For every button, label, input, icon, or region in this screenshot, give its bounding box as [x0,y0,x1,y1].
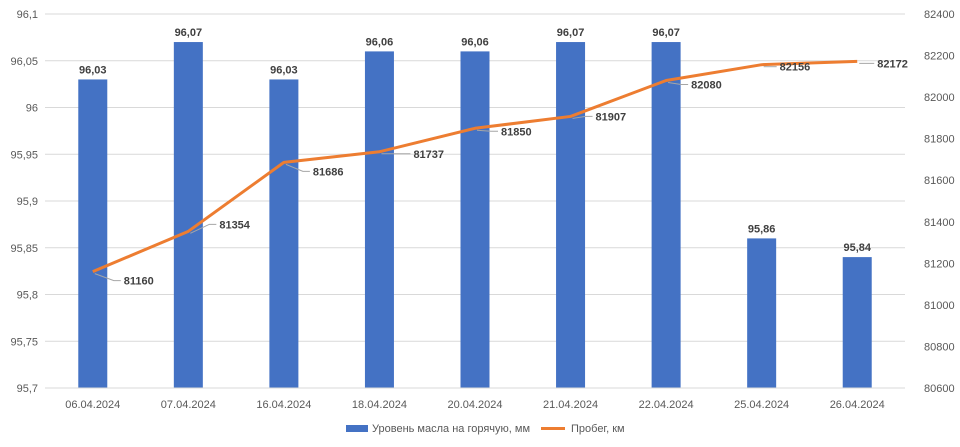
line-value-label: 81850 [501,126,532,138]
line-value-label: 82172 [877,58,908,70]
y-left-tick-label: 96,1 [17,9,38,21]
axes: 95,7 95,75 95,8 95,85 95,9 95,95 96 96,05 96,1 80… [10,9,954,411]
line-value-label: 81160 [124,276,154,288]
bar-value-label: 95,84 [843,242,871,254]
x-tick-label: 21.04.2024 [543,399,598,411]
line-value-label: 81686 [313,166,344,178]
line-value-label: 81737 [413,149,444,161]
bar-value-label: 96,03 [79,64,107,76]
bar [842,257,872,388]
line-path [92,59,858,274]
x-tick-label: 06.04.2024 [65,399,120,411]
y-right-tick-label: 81600 [924,175,955,187]
x-tick-label: 18.04.2024 [352,399,407,411]
leader-line [572,115,593,119]
bar [651,42,681,389]
legend: Уровень масла на горячую, мм Пробег, км [346,423,625,435]
legend-swatch-bar [346,425,368,432]
bar-value-label: 96,03 [270,64,298,76]
y-left-tick-label: 95,8 [17,290,38,302]
legend-label-bar: Уровень масла на горячую, мм [372,423,530,435]
y-right-tick-label: 80600 [924,383,955,395]
y-left-tick-label: 95,95 [10,149,38,161]
line-value-label: 81907 [596,111,627,123]
bar [269,79,299,388]
bar [556,42,586,389]
x-tick-label: 26.04.2024 [830,399,885,411]
y-right-tick-label: 82200 [924,51,955,63]
data-labels: 96,03 96,07 96,03 96,06 96,06 96,07 96,07 95,86… [79,27,908,288]
leader-lines [94,62,875,282]
y-left-tick-label: 96,05 [10,56,38,68]
leader-line [94,273,121,282]
y-right-tick-label: 82000 [924,92,955,104]
y-right-tick-label: 81400 [924,217,955,229]
y-left-tick-label: 96 [26,103,38,115]
bar [173,42,203,389]
line-series [92,59,858,274]
bar-value-label: 96,07 [175,27,203,39]
bar-value-label: 96,07 [557,27,585,39]
bar [747,238,777,388]
bar [78,79,108,388]
y-left-tick-label: 95,7 [17,383,38,395]
bar-value-label: 96,06 [366,36,394,48]
bar-value-label: 95,86 [748,223,776,235]
y-right-tick-label: 80800 [924,341,955,353]
y-right-tick-label: 81000 [924,300,955,312]
x-tick-label: 16.04.2024 [256,399,311,411]
y-left-tick-label: 95,9 [17,196,38,208]
x-tick-label: 22.04.2024 [639,399,694,411]
leader-line [190,223,217,234]
x-tick-label: 20.04.2024 [447,399,502,411]
x-tick-label: 07.04.2024 [161,399,216,411]
line-value-label: 82080 [691,79,722,91]
bar-value-label: 96,06 [461,36,489,48]
bar [364,51,394,389]
y-right-tick-label: 81200 [924,258,955,270]
bar-value-label: 96,07 [652,27,680,39]
y-left-tick-label: 95,75 [10,336,38,348]
bar-series [78,42,872,389]
x-tick-label: 25.04.2024 [734,399,789,411]
legend-label-line: Пробег, км [571,423,625,435]
y-right-tick-label: 82400 [924,9,955,21]
y-right-tick-label: 81800 [924,134,955,146]
line-value-label: 81354 [219,219,250,231]
leader-line [668,81,689,85]
leader-line [476,129,498,132]
y-left-tick-label: 95,85 [10,243,38,255]
leader-line [285,163,310,172]
line-value-label: 82156 [780,62,811,74]
bar [460,51,490,389]
